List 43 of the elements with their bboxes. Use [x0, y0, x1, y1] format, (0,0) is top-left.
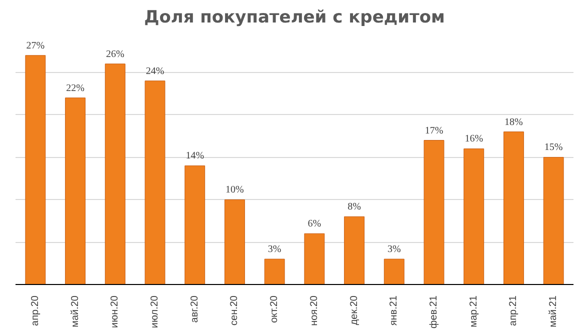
data-label: 3% — [268, 244, 282, 256]
data-label: 16% — [464, 134, 484, 145]
data-label: 27% — [26, 40, 45, 52]
x-tick-label: июл.20 — [150, 295, 160, 328]
data-label: 22% — [66, 82, 84, 94]
bar — [304, 233, 325, 284]
bar — [464, 148, 484, 284]
data-label: 15% — [544, 142, 563, 154]
data-label: 24% — [146, 66, 164, 77]
data-label: 8% — [348, 202, 361, 213]
x-tick-label: дек.20 — [348, 295, 360, 326]
bar — [543, 156, 564, 284]
x-tick-label: апр.20 — [30, 295, 41, 326]
bar — [504, 132, 524, 284]
data-label: 3% — [387, 244, 401, 256]
bar — [104, 64, 126, 284]
bar — [65, 98, 86, 284]
bar — [264, 258, 285, 284]
bar — [344, 216, 364, 284]
chart-title: Доля покупателей с кредитом — [144, 8, 445, 28]
data-label: 14% — [186, 150, 204, 162]
x-tick-label: июн.20 — [110, 295, 121, 328]
bar — [224, 199, 245, 284]
x-tick-label: май.21 — [548, 295, 560, 328]
bar — [144, 80, 166, 284]
x-tick-label: май.20 — [70, 295, 81, 328]
x-tick-label: авг.20 — [189, 295, 200, 323]
data-label: 18% — [504, 116, 523, 128]
bar — [184, 165, 206, 284]
x-tick-label: окт.20 — [269, 295, 280, 323]
data-label: 17% — [424, 125, 444, 136]
x-tick-label: фев.21 — [428, 295, 440, 329]
bar — [384, 258, 404, 284]
x-tick-label: мар.21 — [468, 295, 480, 328]
x-tick-label: янв.21 — [388, 295, 400, 326]
data-label: 6% — [308, 218, 322, 230]
x-tick-label: ноя.20 — [308, 295, 320, 326]
x-tick-label: сен.20 — [229, 295, 240, 326]
data-label: 26% — [106, 48, 124, 60]
data-label: 10% — [226, 184, 244, 196]
bar — [25, 55, 46, 284]
bar — [424, 140, 444, 284]
x-tick-label: апр.21 — [508, 295, 520, 326]
